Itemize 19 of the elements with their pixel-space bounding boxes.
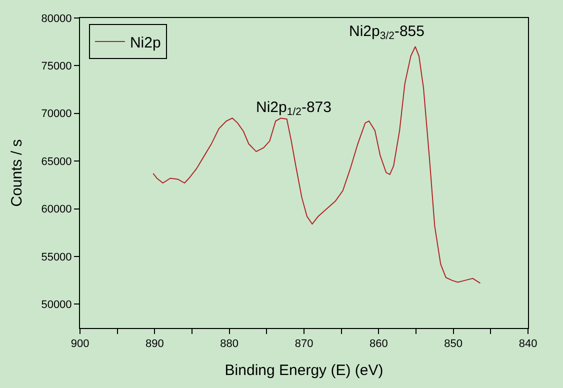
y-tick-label: 65000: [41, 156, 72, 168]
y-tick-label: 75000: [41, 60, 72, 73]
x-tick-label: 870: [294, 338, 314, 350]
annotation: Ni2p$_{3/2}$-855: [349, 23, 424, 42]
y-tick-label: 60000: [41, 204, 72, 216]
x-tick-label: 880: [220, 338, 239, 350]
y-tick-label: 55000: [41, 251, 72, 264]
x-tick-label: 840: [518, 338, 538, 350]
legend-label: Ni2p: [130, 34, 161, 52]
x-axis-title: Binding Energy (E) (eV): [224, 362, 384, 380]
x-tick-label: 890: [145, 338, 164, 350]
annotation: Ni2p$_{1/2}$-873: [256, 99, 332, 118]
y-axis-title: Counts / s: [8, 139, 26, 207]
y-tick-label: 80000: [41, 12, 72, 25]
y-tick-label: 70000: [41, 108, 72, 120]
x-tick-label: 850: [444, 338, 463, 350]
y-tick-label: 50000: [41, 299, 72, 311]
x-tick-label: 860: [369, 338, 388, 350]
x-tick-label: 900: [70, 338, 90, 350]
